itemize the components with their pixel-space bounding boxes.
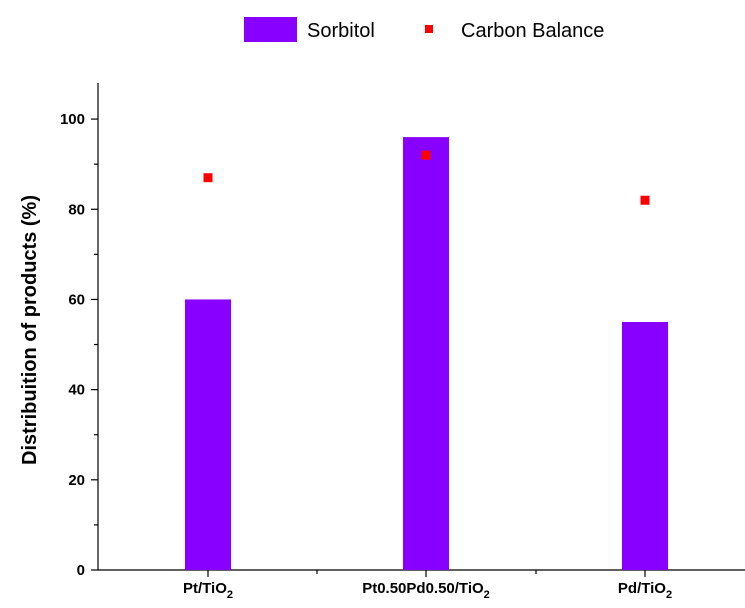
plot-area: 0 20 40 60 80 100 Pt/TiO2 Pt0.50Pd0.50/TiO2 Pd/T… [60, 83, 745, 601]
point-carbon-balance [203, 173, 213, 183]
point-carbon-balance [421, 150, 431, 160]
x-tick-label: Pd/TiO2 [618, 580, 672, 601]
point-carbon-balance [640, 195, 650, 205]
y-tick-label: 60 [68, 291, 85, 308]
y-tick-label: 40 [68, 382, 85, 399]
bar-sorbitol [622, 321, 668, 570]
y-axis-title: Distribuition of products (%) [19, 195, 41, 465]
bar-sorbitol [403, 137, 449, 570]
legend-label-sorbitol: Sorbitol [307, 20, 375, 42]
legend-swatch-sorbitol [244, 17, 297, 42]
y-tick-label: 100 [60, 111, 85, 128]
y-tick-label: 0 [77, 562, 85, 579]
y-tick-label: 80 [68, 201, 85, 218]
y-tick-label: 20 [68, 472, 85, 489]
x-tick-label: Pt/TiO2 [183, 580, 233, 601]
legend: Sorbitol Carbon Balance [244, 17, 604, 42]
legend-label-carbon-balance: Carbon Balance [461, 20, 604, 42]
x-tick-label: Pt0.50Pd0.50/TiO2 [362, 580, 490, 601]
bar-sorbitol [185, 299, 231, 570]
legend-swatch-carbon-balance [425, 25, 433, 33]
